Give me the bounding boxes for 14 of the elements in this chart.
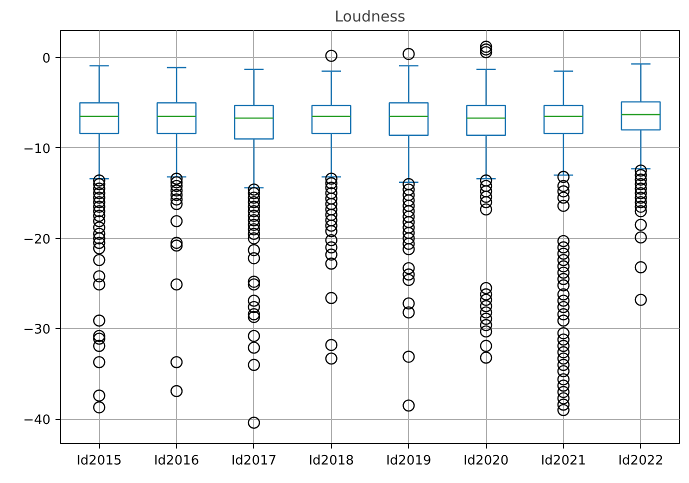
y-tick-label: −30 <box>23 322 51 338</box>
x-tick-label: Id2022 <box>618 454 664 468</box>
x-tick-label: Id2015 <box>76 454 122 468</box>
y-tick-label: 0 <box>42 52 51 67</box>
y-tick-label: −20 <box>23 232 51 248</box>
y-tick-label: −10 <box>23 142 51 157</box>
x-tick-label: Id2018 <box>308 454 354 468</box>
x-tick-label: Id2016 <box>154 454 200 468</box>
y-tick-label: −40 <box>23 413 51 428</box>
x-tick-label: Id2019 <box>386 454 432 468</box>
chart-title: Loudness <box>334 8 406 26</box>
x-tick-label: Id2021 <box>540 454 586 468</box>
x-tick-label: Id2017 <box>231 454 277 468</box>
x-tick-label: Id2020 <box>463 454 509 468</box>
